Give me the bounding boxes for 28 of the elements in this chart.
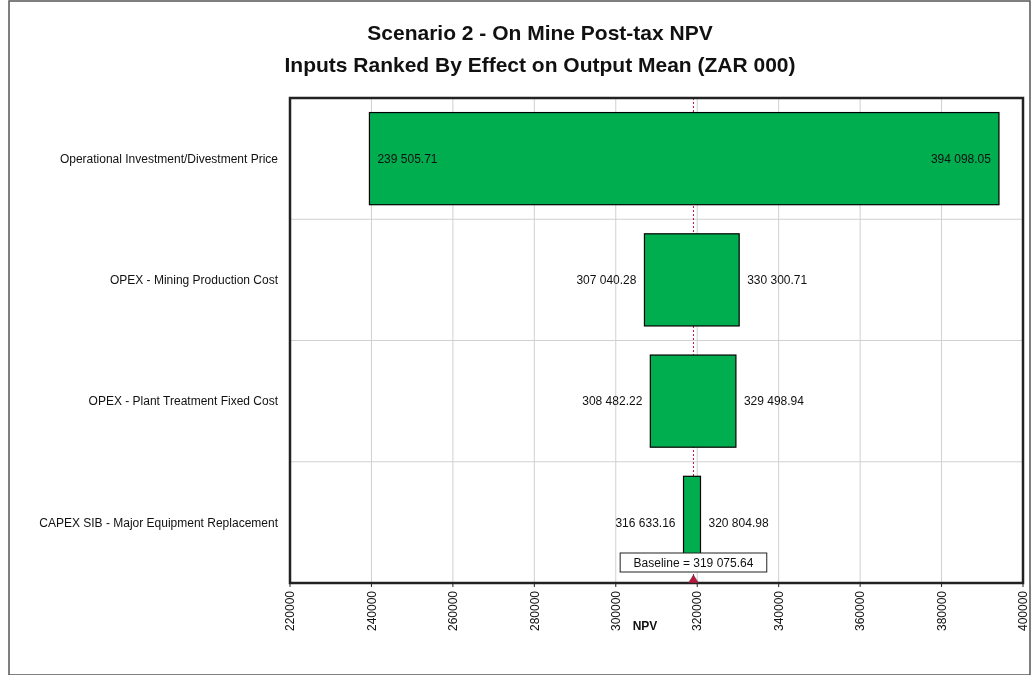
annotation: 308 482.22 bbox=[582, 394, 643, 409]
y-tick-label: OPEX - Mining Production Cost bbox=[109, 273, 279, 288]
y-tick-label: CAPEX SIB - Major Equipment Replacement bbox=[39, 515, 279, 530]
bar bbox=[643, 233, 740, 327]
annotation: 330 300.71 bbox=[747, 273, 808, 288]
x-axis-title: NPV bbox=[632, 619, 658, 633]
annotation: 320 804.98 bbox=[708, 515, 769, 530]
annotation: 316 633.16 bbox=[615, 515, 676, 530]
x-tick-label: 260000 bbox=[446, 590, 461, 632]
annotation: 239 505.71 bbox=[377, 151, 438, 166]
bar bbox=[368, 111, 1000, 206]
x-tick-label: 400000 bbox=[1016, 590, 1031, 632]
annotation: 329 498.94 bbox=[743, 394, 805, 409]
y-tick-label: OPEX - Plant Treatment Fixed Cost bbox=[88, 394, 279, 409]
annotation: 307 040.28 bbox=[576, 273, 637, 288]
x-tick-label: 300000 bbox=[608, 590, 623, 632]
x-tick-label: 320000 bbox=[690, 590, 705, 632]
y-tick-label: Operational Investment/Divestment Price bbox=[59, 151, 279, 166]
bar bbox=[649, 354, 737, 448]
chart-title: Scenario 2 - On Mine Post-tax NPV Inputs Ranked By Effect on Output Mean (ZAR 000) bbox=[284, 21, 796, 76]
annotation: 394 098.05 bbox=[930, 151, 992, 166]
x-tick-label: 360000 bbox=[853, 590, 868, 632]
x-tick-label: 340000 bbox=[771, 590, 786, 632]
x-tick-label: 280000 bbox=[527, 590, 542, 632]
x-tick-label: 220000 bbox=[283, 590, 298, 632]
x-tick-label: 240000 bbox=[364, 590, 379, 632]
x-tick-label: 380000 bbox=[934, 590, 949, 632]
ref-line-label: Baseline = 319 075.64 bbox=[633, 555, 754, 570]
